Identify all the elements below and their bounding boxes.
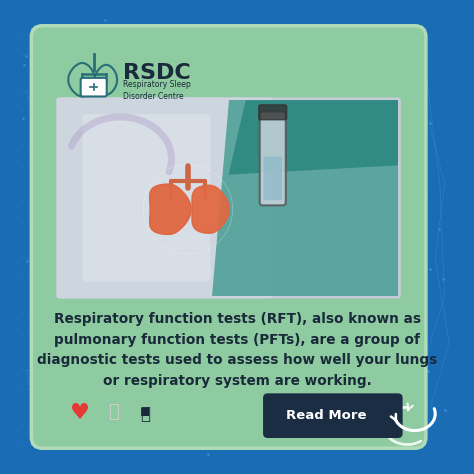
Text: pulmonary function tests (PFTs), are a group of: pulmonary function tests (PFTs), are a g… — [54, 333, 420, 347]
FancyBboxPatch shape — [31, 26, 426, 448]
FancyBboxPatch shape — [263, 393, 402, 438]
FancyBboxPatch shape — [264, 156, 282, 200]
Polygon shape — [150, 184, 191, 234]
Polygon shape — [228, 100, 398, 174]
Text: Read More: Read More — [286, 409, 366, 422]
Polygon shape — [150, 184, 191, 234]
Text: or respiratory system are working.: or respiratory system are working. — [103, 374, 371, 388]
FancyBboxPatch shape — [259, 105, 287, 120]
FancyBboxPatch shape — [81, 78, 107, 97]
Text: Respiratory function tests (RFT), also known as: Respiratory function tests (RFT), also k… — [54, 312, 420, 327]
Text: ◼: ◼ — [140, 404, 150, 418]
Text: 👍: 👍 — [108, 402, 118, 420]
FancyBboxPatch shape — [56, 98, 272, 299]
FancyBboxPatch shape — [56, 98, 401, 299]
Text: 🔖: 🔖 — [140, 404, 150, 422]
Polygon shape — [212, 100, 398, 296]
Text: RSDC: RSDC — [123, 63, 191, 83]
Text: diagnostic tests used to assess how well your lungs: diagnostic tests used to assess how well… — [37, 353, 437, 367]
FancyBboxPatch shape — [260, 111, 286, 205]
Text: Respiratory Sleep
Disorder Centre: Respiratory Sleep Disorder Centre — [123, 80, 191, 101]
Text: ♥: ♥ — [70, 402, 90, 423]
Polygon shape — [192, 185, 229, 233]
FancyBboxPatch shape — [82, 114, 210, 282]
Polygon shape — [192, 185, 229, 233]
